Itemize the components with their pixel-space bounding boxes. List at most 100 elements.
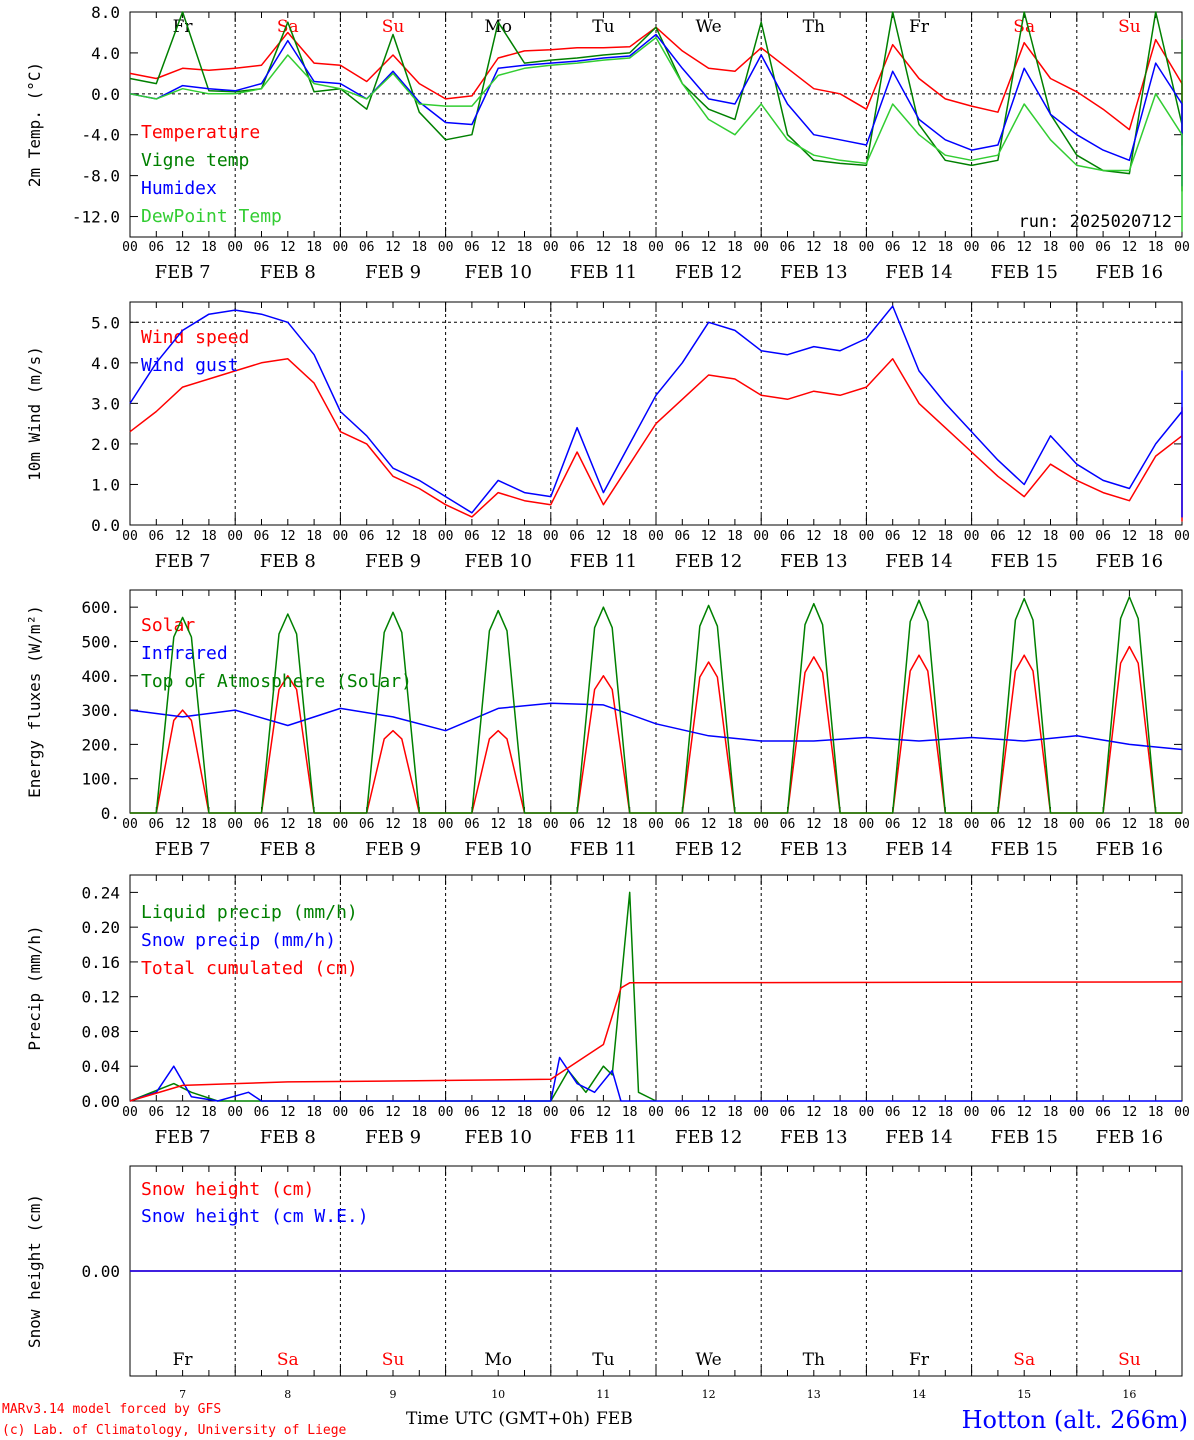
- x-hour-label: 00: [1069, 817, 1085, 832]
- day-number-label: 10: [491, 1388, 505, 1401]
- x-hour-label: 00: [227, 529, 243, 544]
- x-hour-label: 06: [1095, 529, 1111, 544]
- x-hour-label: 06: [674, 240, 690, 255]
- series-temperature: [129, 26, 1183, 146]
- series-wind-speed: [129, 358, 1183, 522]
- x-day-label: FEB 9: [365, 1127, 421, 1148]
- x-hour-label: 12: [806, 529, 822, 544]
- x-hour-label: 00: [333, 817, 349, 832]
- weekday-label: Sa: [277, 1350, 299, 1370]
- x-day-label: FEB 10: [464, 839, 531, 860]
- x-hour-label: 00: [648, 817, 664, 832]
- x-hour-label: 18: [1043, 529, 1059, 544]
- x-hour-label: 00: [753, 529, 769, 544]
- x-hour-label: 12: [1016, 240, 1032, 255]
- y-tick-label: 500.: [81, 632, 120, 651]
- x-hour-label: 12: [1122, 1105, 1138, 1120]
- x-hour-label: 00: [964, 1105, 980, 1120]
- x-hour-label: 06: [359, 529, 375, 544]
- x-hour-label: 06: [1095, 1105, 1111, 1120]
- y-tick-label: 400.: [81, 667, 120, 686]
- x-hour-label: 06: [569, 240, 585, 255]
- x-hour-label: 12: [490, 529, 506, 544]
- x-hour-label: 06: [464, 817, 480, 832]
- x-hour-label: 06: [885, 817, 901, 832]
- weekday-label: Tu: [592, 1350, 614, 1370]
- x-hour-label: 18: [306, 1105, 322, 1120]
- x-hour-label: 06: [990, 529, 1006, 544]
- x-hour-label: 00: [227, 240, 243, 255]
- day-number-label: 9: [390, 1388, 397, 1401]
- x-hour-label: 12: [280, 529, 296, 544]
- x-day-label: FEB 12: [675, 839, 742, 860]
- x-hour-label: 12: [596, 1105, 612, 1120]
- legend-entry: Snow precip (mm/h): [141, 930, 336, 951]
- x-hour-label: 18: [306, 240, 322, 255]
- x-hour-label: 18: [517, 240, 533, 255]
- x-day-label: FEB 16: [1096, 551, 1163, 572]
- x-day-label: FEB 9: [365, 262, 421, 283]
- x-hour-label: 06: [359, 1105, 375, 1120]
- panel-wind: 0.0 1.0 2.0 3.0 4.0 5.0 10m Wind (m/s) 00 06 12 18…: [25, 301, 1190, 572]
- x-day-label: FEB 11: [570, 551, 637, 572]
- x-hour-label: 12: [385, 529, 401, 544]
- y-tick-label: -12.0: [72, 208, 120, 227]
- y-tick-label: 0.00: [81, 1262, 120, 1281]
- weekday-label: Fr: [173, 1350, 194, 1370]
- x-hour-label: 12: [911, 529, 927, 544]
- y-tick-label: 0.: [101, 804, 120, 823]
- x-hour-label: 00: [543, 817, 559, 832]
- x-day-label: FEB 9: [365, 551, 421, 572]
- x-hour-label: 00: [122, 817, 138, 832]
- x-hour-label: 12: [806, 240, 822, 255]
- x-hour-label: 06: [885, 240, 901, 255]
- x-day-label: FEB 13: [780, 551, 847, 572]
- x-hour-label: 18: [201, 240, 217, 255]
- x-hour-label: 00: [438, 529, 454, 544]
- x-hour-label: 12: [1122, 240, 1138, 255]
- x-hour-label: 18: [517, 529, 533, 544]
- x-hour-label: 06: [254, 529, 270, 544]
- x-hour-label: 18: [727, 240, 743, 255]
- panel-frame: [129, 11, 1183, 238]
- x-hour-label: 12: [175, 529, 191, 544]
- y-tick-label: 5.0: [91, 313, 120, 332]
- x-day-label: FEB 15: [990, 839, 1057, 860]
- x-hour-label: 06: [148, 240, 164, 255]
- x-hour-label: 18: [832, 1105, 848, 1120]
- x-hour-label: 06: [569, 1105, 585, 1120]
- x-hour-label: 12: [701, 240, 717, 255]
- x-hour-label: 00: [753, 817, 769, 832]
- x-hour-label: 12: [385, 1105, 401, 1120]
- x-hour-label: 06: [148, 529, 164, 544]
- y-tick-label: 0.08: [81, 1022, 120, 1041]
- x-hour-label: 00: [753, 1105, 769, 1120]
- x-hour-label: 06: [464, 240, 480, 255]
- x-hour-label: 06: [464, 529, 480, 544]
- y-tick-label: 4.0: [91, 44, 120, 63]
- y-tick-label: 0.20: [81, 918, 120, 937]
- x-day-label: FEB 14: [885, 1127, 952, 1148]
- x-day-label: FEB 8: [260, 1127, 316, 1148]
- weekday-label: Sa: [277, 17, 299, 37]
- x-day-label: FEB 16: [1096, 262, 1163, 283]
- x-hour-label: 00: [648, 1105, 664, 1120]
- x-hour-label: 12: [490, 817, 506, 832]
- x-hour-label: 00: [964, 240, 980, 255]
- x-hour-label: 00: [227, 1105, 243, 1120]
- x-hour-label: 18: [937, 529, 953, 544]
- x-hour-label: 00: [859, 817, 875, 832]
- x-day-label: FEB 7: [155, 1127, 211, 1148]
- x-hour-label: 00: [859, 240, 875, 255]
- x-hour-label: 12: [490, 240, 506, 255]
- x-hour-label: 00: [964, 529, 980, 544]
- weekday-label: Tu: [592, 17, 614, 37]
- x-day-label: FEB 8: [260, 839, 316, 860]
- x-hour-label: 18: [937, 1105, 953, 1120]
- chart-panels: -12.0 -8.0 -4.0 0.0 4.0 8.0 2m Temp. (°C) 00 06 1…: [25, 3, 1190, 1401]
- x-hour-label: 06: [990, 817, 1006, 832]
- x-hour-label: 12: [1016, 1105, 1032, 1120]
- x-hour-label: 12: [280, 817, 296, 832]
- x-hour-label: 18: [1148, 817, 1164, 832]
- x-hour-label: 18: [727, 529, 743, 544]
